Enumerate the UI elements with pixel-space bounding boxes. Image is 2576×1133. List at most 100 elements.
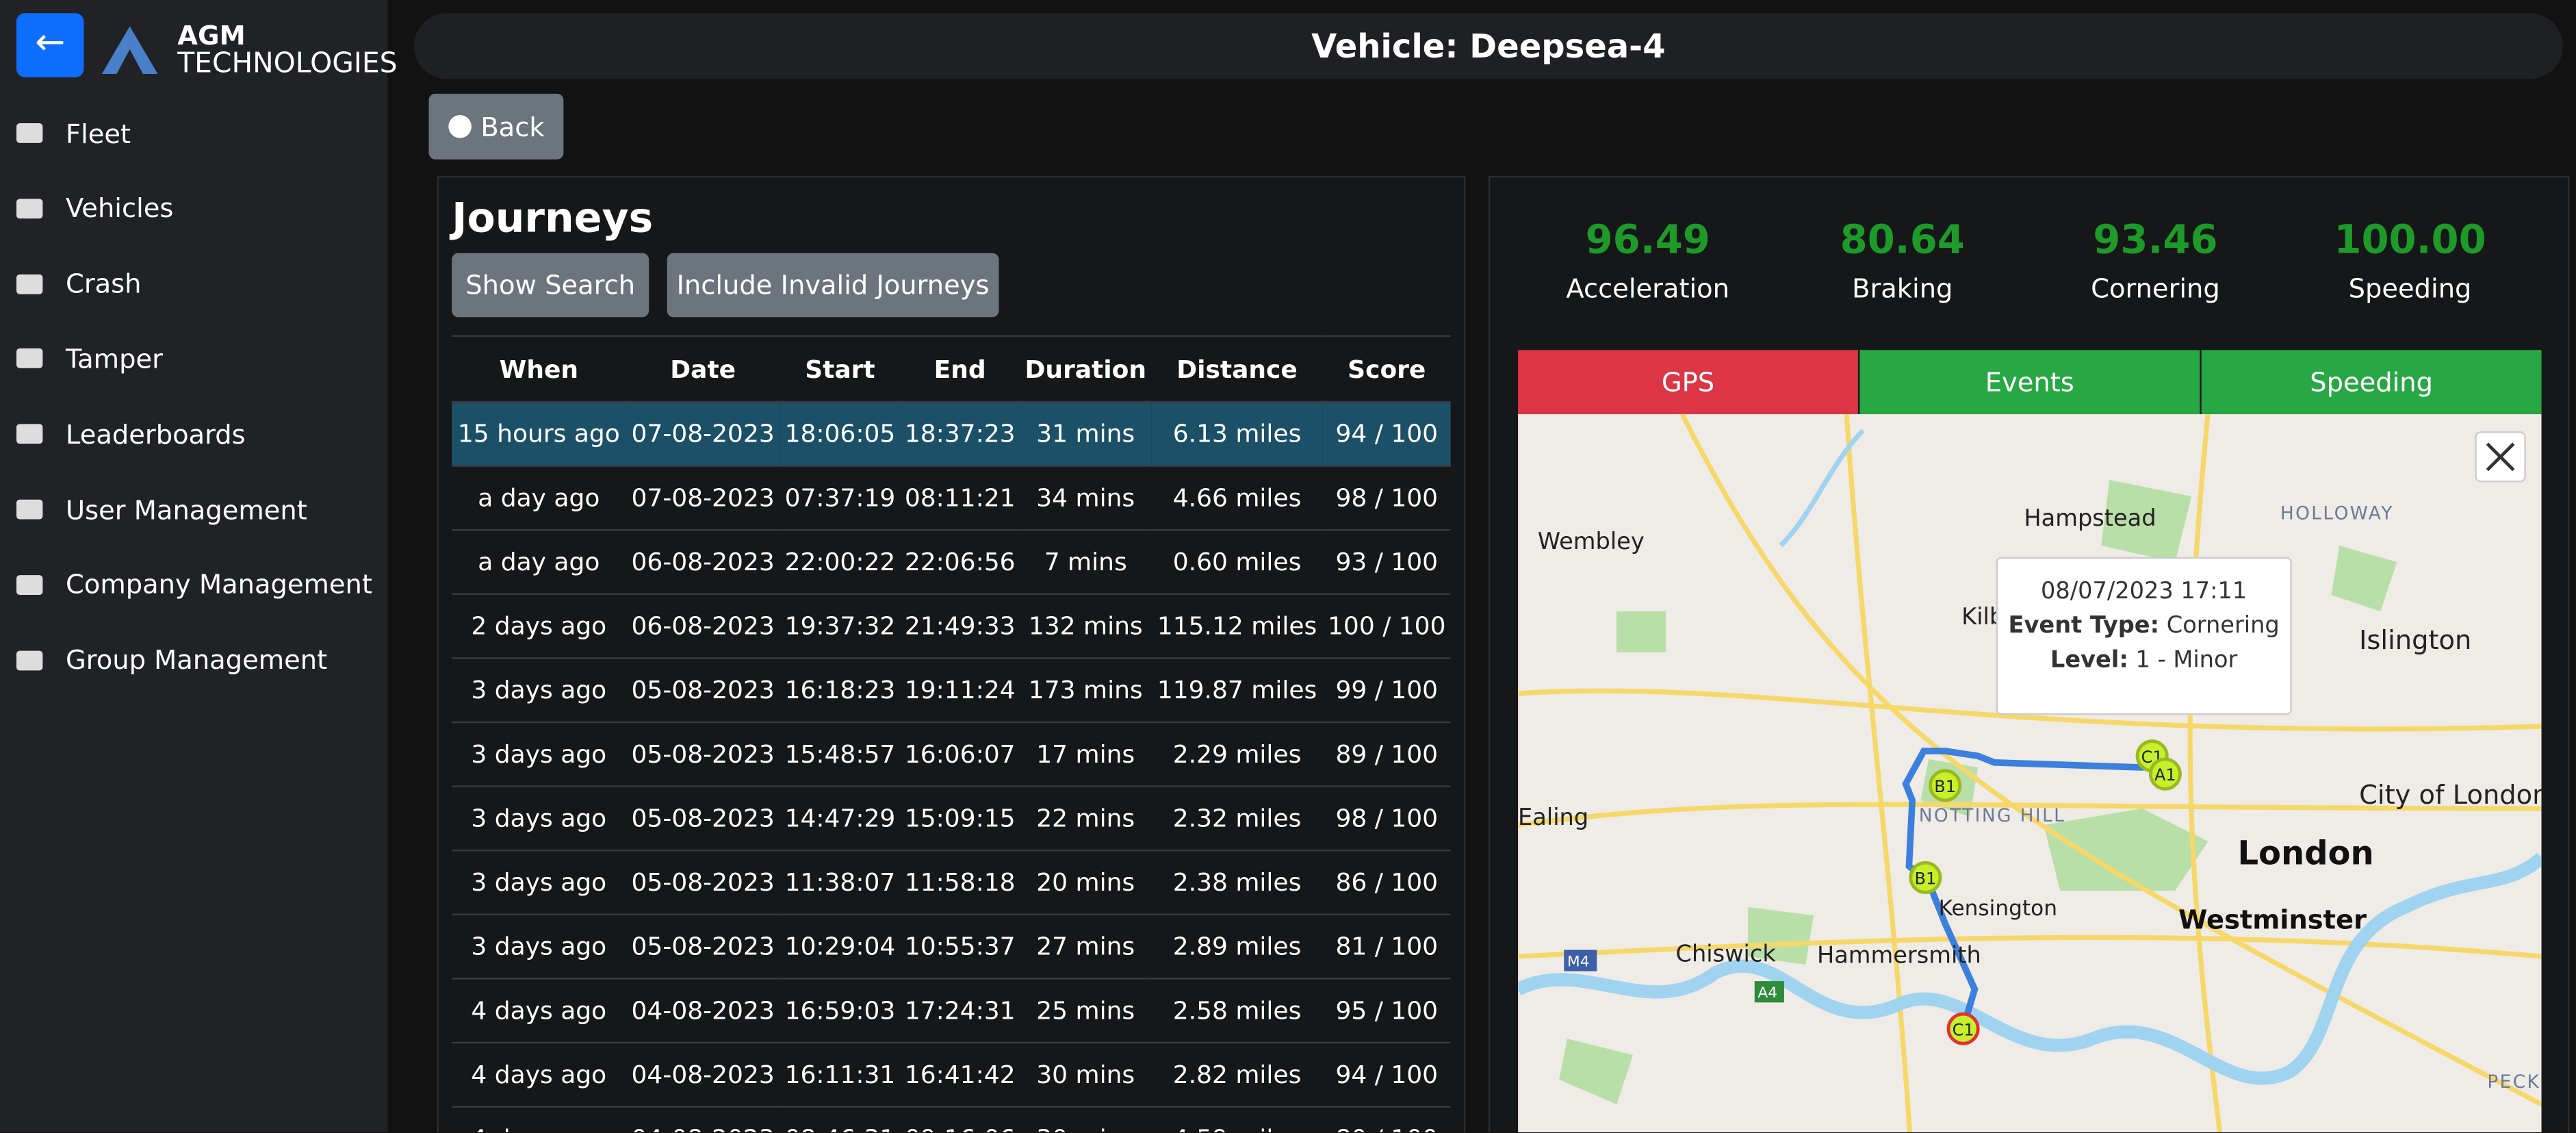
cell: 132 mins bbox=[1020, 594, 1152, 659]
cell: 04-08-2023 bbox=[626, 978, 780, 1044]
nav-icon bbox=[16, 574, 43, 595]
cell: 98 / 100 bbox=[1322, 786, 1451, 852]
nav-item[interactable]: Vehicles bbox=[16, 190, 173, 227]
nav-item[interactable]: Group Management bbox=[16, 642, 327, 678]
place-label: A4 bbox=[1758, 984, 1778, 1002]
cell: 07:37:19 bbox=[780, 466, 901, 531]
logo-text: TECHNOLOGIES bbox=[177, 47, 398, 81]
cell: 2.58 miles bbox=[1151, 978, 1323, 1044]
marker-label: A1 bbox=[2154, 765, 2176, 785]
journey-row[interactable]: 2 days ago 06-08-2023 19:37:32 21:49:33 132 … bbox=[452, 594, 1451, 659]
collapse-button[interactable]: ← bbox=[16, 13, 84, 77]
cell: a day ago bbox=[452, 530, 626, 595]
cell: 30 mins bbox=[1020, 1106, 1152, 1132]
nav-icon bbox=[16, 348, 43, 369]
cell: 119.87 miles bbox=[1151, 658, 1323, 724]
tab[interactable]: Events bbox=[1859, 350, 2200, 414]
nav-icon bbox=[16, 273, 43, 294]
cell: 11:58:18 bbox=[900, 850, 1020, 916]
tab[interactable]: GPS bbox=[1518, 350, 1858, 414]
cell: 3 days ago bbox=[452, 914, 626, 980]
score-label: Speeding bbox=[2348, 272, 2472, 305]
cell: 19:37:32 bbox=[780, 594, 901, 659]
journeys-table: When Date Start End Duration Distance Score 15 … bbox=[452, 335, 1451, 1132]
cell: 07-08-2023 bbox=[626, 401, 780, 467]
cell: 17 mins bbox=[1020, 722, 1152, 787]
place-label: Hampstead bbox=[2024, 505, 2156, 531]
marker-label: B1 bbox=[1915, 869, 1937, 888]
column-header: Distance bbox=[1151, 335, 1323, 403]
journey-row[interactable]: 3 days ago 05-08-2023 15:48:57 16:06:07 17 m… bbox=[452, 722, 1451, 787]
journey-row[interactable]: 3 days ago 05-08-2023 14:47:29 15:09:15 22 m… bbox=[452, 786, 1451, 852]
journey-row[interactable]: a day ago 06-08-2023 22:00:22 22:06:56 7 min… bbox=[452, 530, 1451, 595]
score-value: 100.00 bbox=[2334, 216, 2486, 264]
journey-row[interactable]: 3 days ago 05-08-2023 16:18:23 19:11:24 173 … bbox=[452, 658, 1451, 724]
cell: 27 mins bbox=[1020, 914, 1152, 980]
cell: 4 days ago bbox=[452, 1106, 626, 1132]
journey-row[interactable]: a day ago 07-08-2023 07:37:19 08:11:21 34 mi… bbox=[452, 466, 1451, 531]
event-marker[interactable]: A1 bbox=[2148, 757, 2182, 791]
marker-dot bbox=[2148, 757, 2182, 791]
cell: 4.59 miles bbox=[1151, 1106, 1323, 1132]
column-header: End bbox=[900, 335, 1020, 403]
nav-label: Tamper bbox=[66, 343, 163, 375]
nav-item[interactable]: Fleet bbox=[16, 115, 131, 151]
cell: 05-08-2023 bbox=[626, 914, 780, 980]
score-label: Acceleration bbox=[1566, 272, 1730, 305]
back-label: Back bbox=[480, 111, 545, 142]
cell: 94 / 100 bbox=[1322, 1043, 1451, 1108]
event-marker[interactable]: B1 bbox=[1909, 861, 1942, 894]
cell: 17:24:31 bbox=[900, 978, 1020, 1044]
journey-row[interactable]: 3 days ago 05-08-2023 11:38:07 11:58:18 20 m… bbox=[452, 850, 1451, 916]
cell: 11:38:07 bbox=[780, 850, 901, 916]
column-header: Duration bbox=[1020, 335, 1152, 403]
tooltip-key: Level: bbox=[2050, 647, 2128, 674]
score-value: 93.46 bbox=[2093, 216, 2218, 264]
nav-item[interactable]: User Management bbox=[16, 492, 307, 528]
cell: 08:46:31 bbox=[780, 1106, 901, 1132]
cell: 10:55:37 bbox=[900, 914, 1020, 980]
marker-label: B1 bbox=[1934, 777, 1956, 796]
road-shield bbox=[1754, 981, 1784, 1003]
back-button[interactable]: Back bbox=[428, 93, 564, 160]
nav-icon bbox=[16, 499, 43, 520]
table-header: When Date Start End Duration Distance Score bbox=[452, 335, 1451, 403]
tab[interactable]: Speeding bbox=[2201, 350, 2542, 414]
nav-item[interactable]: Crash bbox=[16, 266, 142, 302]
cell: 80 / 100 bbox=[1322, 1106, 1451, 1132]
nav-item[interactable]: Tamper bbox=[16, 341, 163, 377]
road-shield bbox=[1564, 950, 1597, 971]
nav-icon bbox=[16, 198, 43, 218]
cell: 06-08-2023 bbox=[626, 594, 780, 659]
cell: 4 days ago bbox=[452, 978, 626, 1044]
cell: 04-08-2023 bbox=[626, 1043, 780, 1108]
journey-row[interactable]: 15 hours ago 07-08-2023 18:06:05 18:37:23 31… bbox=[452, 401, 1451, 467]
show-search-button[interactable]: Show Search bbox=[452, 253, 649, 318]
cell: 10:29:04 bbox=[780, 914, 901, 980]
cell: 2.38 miles bbox=[1151, 850, 1323, 916]
event-marker[interactable]: B1 bbox=[1929, 769, 1962, 802]
nav-label: User Management bbox=[66, 494, 307, 525]
cell: 3 days ago bbox=[452, 786, 626, 852]
cell: 09:16:06 bbox=[900, 1106, 1020, 1132]
cell: 95 / 100 bbox=[1322, 978, 1451, 1044]
cell: 2.32 miles bbox=[1151, 786, 1323, 852]
event-marker[interactable]: C1 bbox=[1946, 1012, 1980, 1045]
cell: 21:49:33 bbox=[900, 594, 1020, 659]
place-label: M4 bbox=[1567, 953, 1589, 970]
cell: 30 mins bbox=[1020, 1043, 1152, 1108]
cell: a day ago bbox=[452, 466, 626, 531]
cell: 15:09:15 bbox=[900, 786, 1020, 852]
journey-row[interactable]: 3 days ago 05-08-2023 10:29:04 10:55:37 27 m… bbox=[452, 914, 1451, 980]
invalid-journeys-button[interactable]: Include Invalid Journeys bbox=[667, 253, 999, 318]
nav-item[interactable]: Company Management bbox=[16, 567, 372, 603]
logo-text: AGM bbox=[177, 19, 246, 51]
journey-row[interactable]: 4 days ago 04-08-2023 16:59:03 17:24:31 25 m… bbox=[452, 978, 1451, 1044]
journey-row[interactable]: 4 days ago 04-08-2023 16:11:31 16:41:42 30 m… bbox=[452, 1043, 1451, 1108]
cell: 16:11:31 bbox=[780, 1043, 901, 1108]
nav-icon bbox=[16, 650, 43, 670]
nav-item[interactable]: Leaderboards bbox=[16, 416, 246, 453]
cell: 16:59:03 bbox=[780, 978, 901, 1044]
